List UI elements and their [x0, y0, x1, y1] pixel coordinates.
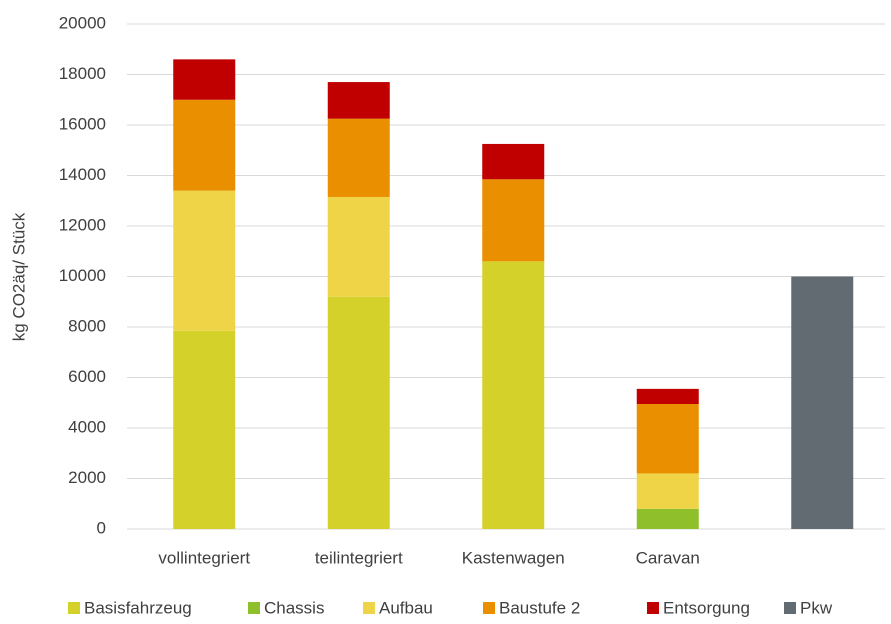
y-tick-label: 18000 — [59, 64, 106, 83]
y-tick-label: 12000 — [59, 215, 106, 234]
bar-segment — [173, 99, 236, 191]
x-tick-label: Kastenwagen — [462, 548, 565, 567]
y-tick-label: 0 — [97, 518, 106, 537]
bar-segment — [636, 388, 699, 405]
legend-label: Pkw — [800, 598, 833, 617]
bar-segment — [482, 143, 545, 180]
bar-segment — [327, 296, 390, 529]
x-tick-label: teilintegriert — [315, 548, 403, 567]
y-tick-label: 16000 — [59, 114, 106, 133]
y-tick-label: 4000 — [68, 417, 106, 436]
legend-label: Chassis — [264, 598, 324, 617]
bar-segment — [173, 59, 236, 100]
bar-segment — [482, 179, 545, 262]
y-tick-label: 20000 — [59, 13, 106, 32]
y-tick-label: 6000 — [68, 367, 106, 386]
legend-swatch — [784, 602, 796, 614]
bar-segment — [636, 508, 699, 529]
y-tick-label: 10000 — [59, 266, 106, 285]
bar-segment — [327, 196, 390, 297]
y-axis-label: kg CO2äq/ Stück — [9, 212, 28, 341]
legend-swatch — [483, 602, 495, 614]
bar-segment — [173, 330, 236, 529]
bar-segment — [636, 473, 699, 509]
legend-label: Entsorgung — [663, 598, 750, 617]
y-tick-label: 14000 — [59, 165, 106, 184]
bar-segment — [482, 261, 545, 529]
x-tick-label: Caravan — [636, 548, 700, 567]
legend-label: Basisfahrzeug — [84, 598, 192, 617]
legend-swatch — [68, 602, 80, 614]
bar-segment — [791, 276, 854, 529]
bar-segment — [327, 118, 390, 197]
bar-segment — [327, 82, 390, 119]
legend-label: Baustufe 2 — [499, 598, 580, 617]
legend-swatch — [647, 602, 659, 614]
bar-segment — [636, 404, 699, 474]
x-tick-label: vollintegriert — [158, 548, 250, 567]
legend-swatch — [248, 602, 260, 614]
legend-swatch — [363, 602, 375, 614]
legend-label: Aufbau — [379, 598, 433, 617]
bar-segment — [173, 190, 236, 331]
y-tick-label: 2000 — [68, 468, 106, 487]
y-tick-label: 8000 — [68, 316, 106, 335]
